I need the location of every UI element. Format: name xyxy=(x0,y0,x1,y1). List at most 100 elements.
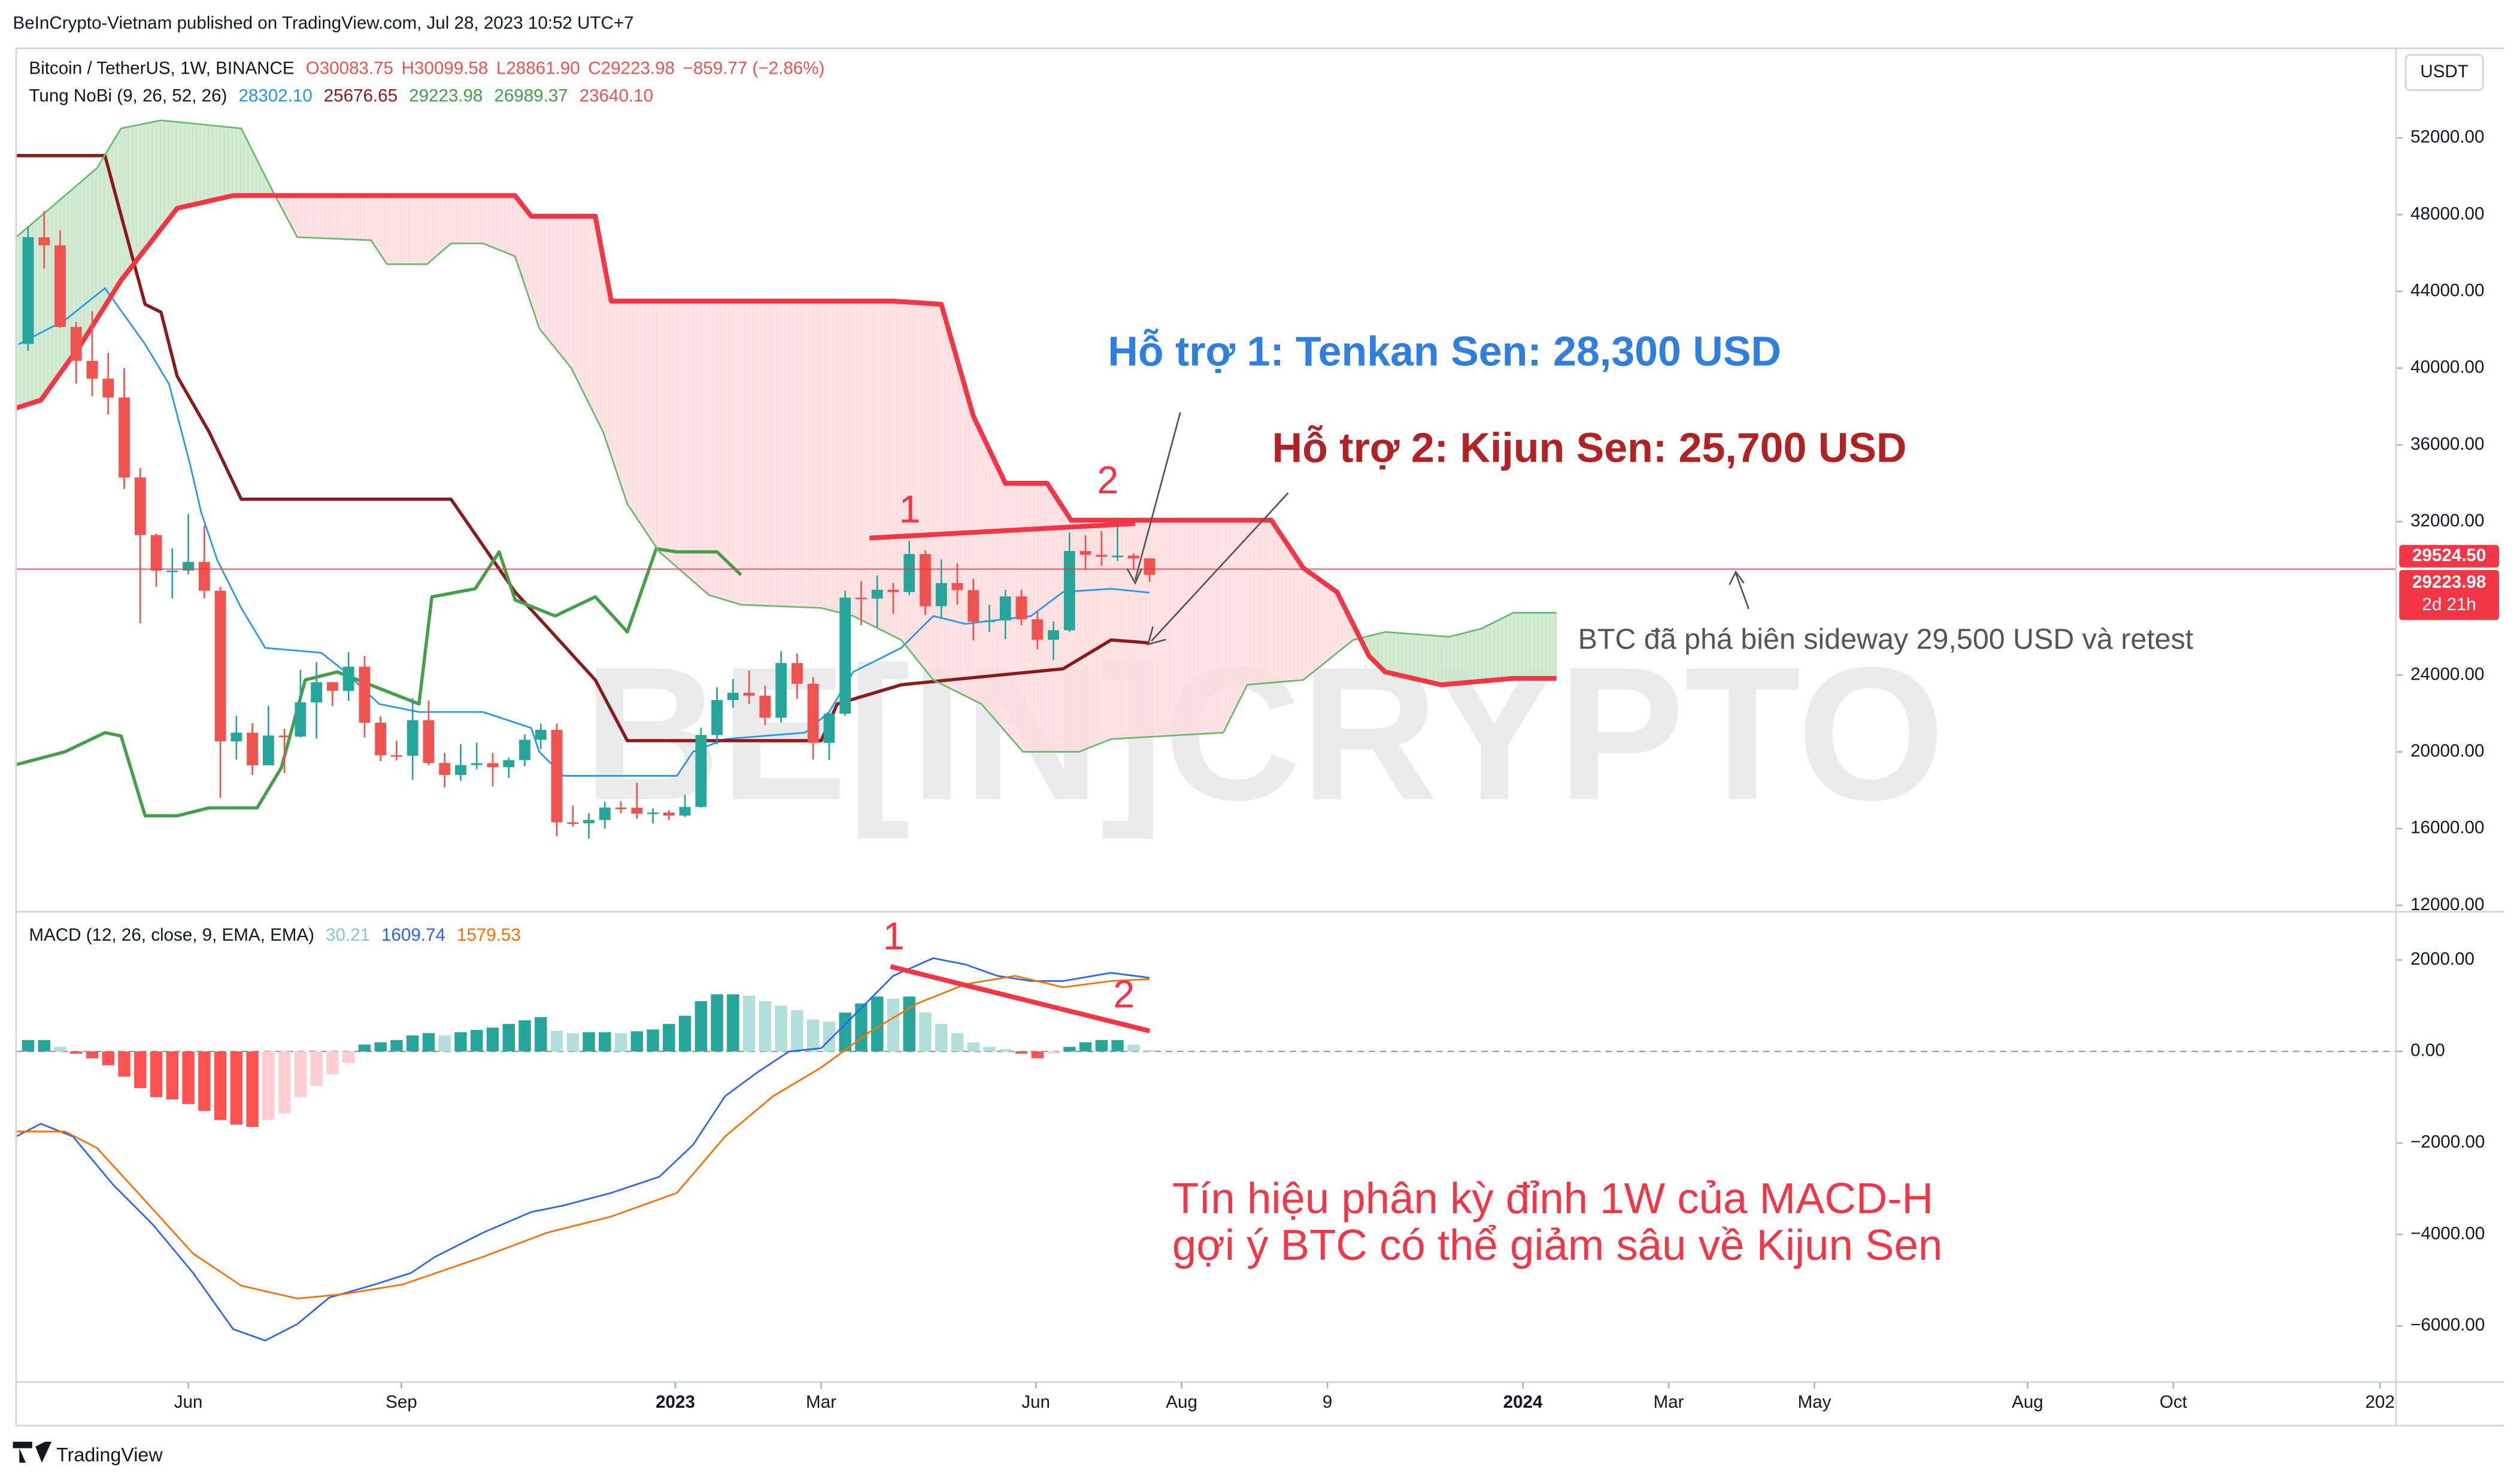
cloud-segment xyxy=(724,300,730,602)
candle-body xyxy=(86,360,98,379)
candle-body xyxy=(599,807,611,820)
cloud-segment xyxy=(1545,612,1551,679)
candle-body xyxy=(759,695,771,718)
candle-body xyxy=(214,590,226,742)
cloud-segment xyxy=(376,195,381,256)
histogram-bar xyxy=(246,1051,259,1128)
cloud-segment xyxy=(159,120,165,232)
line-chikou xyxy=(16,547,742,818)
cloud-segment xyxy=(836,300,842,614)
indicator-value: 26989.37 xyxy=(494,86,568,105)
cloud-segment xyxy=(416,195,421,265)
y-tick-label: 2000.00 xyxy=(2410,949,2474,969)
cloud-segment xyxy=(808,300,814,608)
histogram-bar xyxy=(406,1035,419,1051)
candle-body xyxy=(166,570,178,572)
arrow xyxy=(1734,573,1750,610)
cloud-segment xyxy=(147,121,153,247)
cloud-segment xyxy=(1045,482,1050,753)
cloud-segment xyxy=(151,120,157,242)
histogram-bar xyxy=(86,1051,99,1059)
cloud-segment xyxy=(1277,528,1282,683)
candle-body xyxy=(1112,555,1123,557)
logo xyxy=(13,1441,52,1463)
cloud-segment xyxy=(1461,632,1467,684)
legend-symbol-row: Bitcoin / TetherUS, 1W, BINANCE O30083.7… xyxy=(29,58,824,78)
candle-body xyxy=(295,702,307,737)
cloud-segment xyxy=(1509,612,1515,680)
cloud-segment xyxy=(120,126,125,283)
candle-body xyxy=(1144,558,1156,575)
cloud-segment xyxy=(1421,634,1427,682)
cloud-segment xyxy=(588,216,594,412)
cloud-segment xyxy=(748,300,754,606)
cloud-segment xyxy=(204,124,209,203)
ohlc-open: O30083.75 xyxy=(306,58,393,78)
cloud-segment xyxy=(1309,571,1315,676)
annotations: 1 2 1 2 Hỗ trợ 1: Tenkan Sen: 28,300 USD… xyxy=(869,328,2194,1269)
histogram-bar xyxy=(502,1024,515,1051)
cloud-segment xyxy=(1253,519,1259,685)
currency[interactable]: USDT xyxy=(2420,62,2469,81)
histogram-bar xyxy=(374,1042,387,1051)
arrow-head xyxy=(1126,568,1143,585)
plot-area: 52000.00 48000.00 44000.00 40000.00 36000.00… xyxy=(15,119,2485,1342)
cloud-segment xyxy=(1526,612,1531,679)
cloud-segment xyxy=(1333,589,1339,657)
histogram-bar xyxy=(278,1051,291,1114)
cloud-segment xyxy=(765,300,770,607)
line-kijun xyxy=(16,154,1150,742)
cloud-segment xyxy=(544,216,550,342)
y-tick-label: −6000.00 xyxy=(2410,1315,2485,1335)
cloud-segment xyxy=(1517,612,1523,679)
ohlc-high: H30099.58 xyxy=(402,58,489,78)
cloud-segment xyxy=(1397,632,1403,677)
cloud-segment xyxy=(652,300,658,550)
cloud-segment xyxy=(336,195,341,240)
candle-body xyxy=(1032,619,1044,640)
candle-body xyxy=(54,245,66,327)
candle-body xyxy=(920,554,931,607)
cloud-segment xyxy=(223,126,229,198)
cloud-segment xyxy=(656,300,662,555)
line-span_b xyxy=(15,193,1557,687)
cloud-segment xyxy=(1429,635,1435,684)
histogram-bar xyxy=(150,1051,163,1098)
currency-button[interactable] xyxy=(2404,54,2484,91)
cloud-segment xyxy=(424,195,429,265)
histogram-bar xyxy=(678,1016,692,1051)
cloud-segment xyxy=(1269,519,1275,684)
candle-body xyxy=(150,535,162,571)
histogram-bar xyxy=(935,1024,948,1051)
cloud-segment xyxy=(1305,568,1311,679)
cloud-segment xyxy=(1413,634,1419,680)
x-tick-label: Jun xyxy=(174,1392,203,1412)
cloud-segment xyxy=(436,195,441,257)
indicator-value: 28302.10 xyxy=(238,86,312,105)
cloud-segment xyxy=(936,303,942,685)
cloud-segment xyxy=(440,195,445,254)
cloud-segment xyxy=(456,195,462,244)
indicator-name: Tung NoBi (9, 26, 52, 26) xyxy=(29,86,227,105)
macd-note: Tín hiệu phân kỳ đỉnh 1W của MACD-H xyxy=(1172,1174,1933,1223)
cloud-segment xyxy=(140,123,145,257)
cloud-segment xyxy=(156,120,161,237)
point-label: 1 xyxy=(899,488,921,531)
candle-body xyxy=(887,589,899,592)
cloud-segment xyxy=(400,195,405,265)
candle-body xyxy=(1063,551,1075,631)
cloud-segment xyxy=(104,147,109,309)
y-tick-label: 40000.00 xyxy=(2410,357,2484,377)
macd-value: 30.21 xyxy=(326,925,370,945)
countdown: 2d 21h xyxy=(2422,595,2476,614)
cloud-segment xyxy=(820,300,826,610)
cloud-segment xyxy=(1109,519,1114,741)
candle-body xyxy=(503,760,515,768)
cloud-segment xyxy=(1153,519,1159,738)
candle-body xyxy=(342,666,354,691)
cloud-segment xyxy=(1457,632,1463,684)
cloud-segment xyxy=(924,302,930,677)
candle-body xyxy=(839,598,851,714)
cloud-segment xyxy=(1157,519,1162,737)
cloud-segment xyxy=(945,318,950,689)
